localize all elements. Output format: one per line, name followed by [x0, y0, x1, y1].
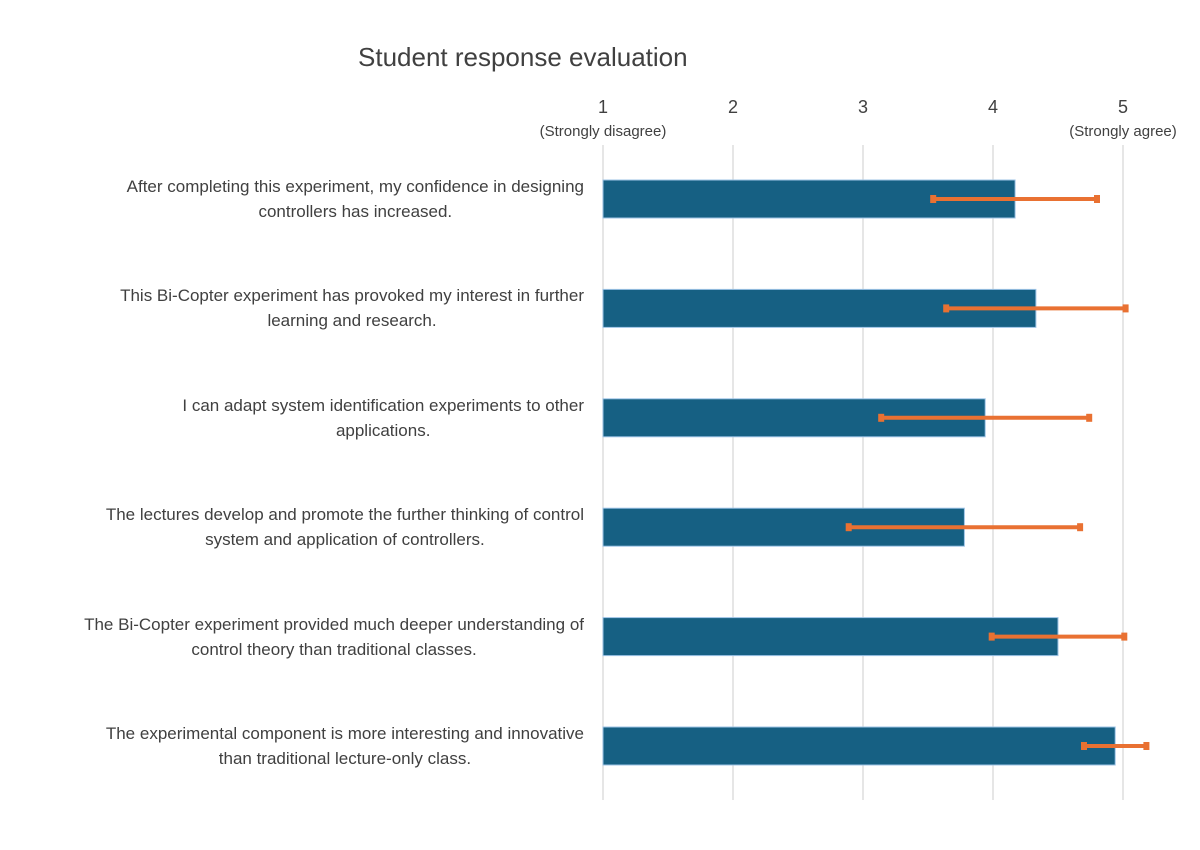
x-tick-label: 5: [1118, 97, 1128, 117]
bar: [602, 726, 1116, 766]
x-tick-sublabel: (Strongly agree): [1069, 123, 1177, 140]
bar: [602, 617, 1059, 657]
x-tick-sublabel: (Strongly disagree): [540, 123, 667, 140]
error-cap-low: [930, 195, 937, 203]
error-cap-high: [1122, 304, 1129, 313]
category-label: I can adapt system identification experi…: [0, 393, 584, 443]
category-label-text: The experimental component is more inter…: [105, 724, 584, 768]
category-label: The Bi-Copter experiment provided much d…: [0, 612, 584, 662]
category-label-text: This Bi-Copter experiment has provoked m…: [120, 286, 584, 331]
category-label: This Bi-Copter experiment has provoked m…: [0, 283, 584, 333]
chart-title: Student response evaluation: [358, 42, 688, 72]
category-label-text: After completing this experiment, my con…: [126, 177, 584, 221]
error-cap-low: [1081, 742, 1087, 750]
category-label: After completing this experiment, my con…: [0, 174, 584, 224]
x-tick-label: 2: [728, 97, 738, 117]
error-cap-low: [845, 523, 852, 532]
category-label-text: I can adapt system identification experi…: [182, 395, 584, 440]
error-cap-high: [1121, 632, 1128, 641]
error-cap-low: [878, 413, 885, 422]
category-label-text: The lectures develop and promote the fur…: [105, 505, 584, 550]
category-label: The lectures develop and promote the fur…: [0, 502, 584, 552]
error-cap-high: [1143, 742, 1150, 750]
error-cap-high: [1077, 523, 1084, 532]
error-cap-low: [943, 304, 950, 313]
error-cap-low: [988, 632, 995, 641]
error-cap-high: [1086, 413, 1093, 422]
x-tick-label: 3: [858, 97, 868, 117]
x-tick-label: 4: [988, 97, 998, 117]
category-label-text: The Bi-Copter experiment provided much d…: [84, 614, 584, 659]
category-label: The experimental component is more inter…: [0, 721, 584, 771]
error-cap-high: [1094, 195, 1100, 203]
x-tick-label: 1: [598, 97, 608, 117]
